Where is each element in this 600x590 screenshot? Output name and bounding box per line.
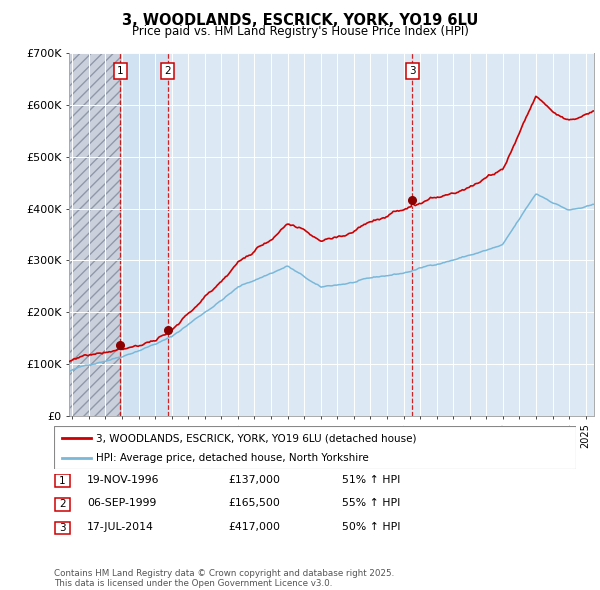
Bar [69,53,121,416]
Text: 2: 2 [59,500,66,509]
Text: 19-NOV-1996: 19-NOV-1996 [87,475,160,484]
Text: 3: 3 [409,66,416,76]
Text: £137,000: £137,000 [228,475,280,484]
Text: HPI: Average price, detached house, North Yorkshire: HPI: Average price, detached house, Nort… [96,453,368,463]
Text: 50% ↑ HPI: 50% ↑ HPI [342,522,401,532]
Text: 51% ↑ HPI: 51% ↑ HPI [342,475,400,484]
Text: 3, WOODLANDS, ESCRICK, YORK, YO19 6LU (detached house): 3, WOODLANDS, ESCRICK, YORK, YO19 6LU (d… [96,433,416,443]
Text: 1: 1 [59,476,66,486]
FancyBboxPatch shape [55,522,70,535]
FancyBboxPatch shape [54,426,576,469]
Text: 06-SEP-1999: 06-SEP-1999 [87,499,157,508]
Bar [69,53,121,416]
Text: 55% ↑ HPI: 55% ↑ HPI [342,499,400,508]
Text: 17-JUL-2014: 17-JUL-2014 [87,522,154,532]
Text: Contains HM Land Registry data © Crown copyright and database right 2025.
This d: Contains HM Land Registry data © Crown c… [54,569,394,588]
FancyBboxPatch shape [55,498,70,511]
Text: 3: 3 [59,523,66,533]
Text: 1: 1 [117,66,124,76]
Text: 2: 2 [164,66,171,76]
FancyBboxPatch shape [55,474,70,487]
Text: Price paid vs. HM Land Registry's House Price Index (HPI): Price paid vs. HM Land Registry's House … [131,25,469,38]
Text: 3, WOODLANDS, ESCRICK, YORK, YO19 6LU: 3, WOODLANDS, ESCRICK, YORK, YO19 6LU [122,13,478,28]
Bar [121,53,167,416]
Text: £417,000: £417,000 [228,522,280,532]
Text: £165,500: £165,500 [228,499,280,508]
